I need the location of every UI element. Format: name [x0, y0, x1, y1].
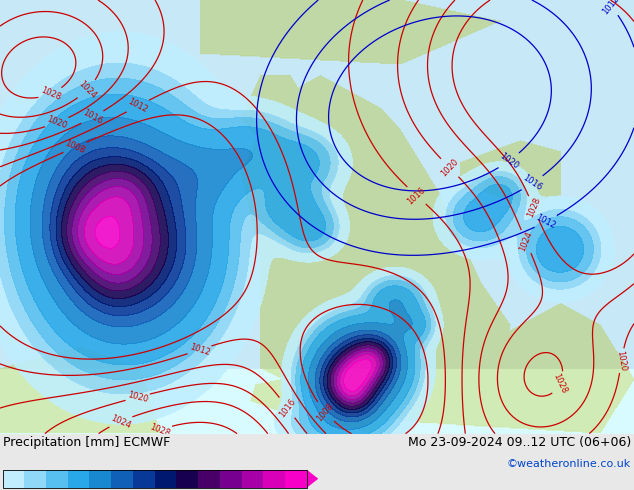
Text: 1020: 1020 — [439, 157, 460, 178]
Text: 1012: 1012 — [534, 213, 557, 230]
FancyBboxPatch shape — [176, 470, 198, 488]
Text: ©weatheronline.co.uk: ©weatheronline.co.uk — [507, 459, 631, 469]
Text: Mo 23-09-2024 09..12 UTC (06+06): Mo 23-09-2024 09..12 UTC (06+06) — [408, 437, 631, 449]
FancyBboxPatch shape — [89, 470, 111, 488]
FancyBboxPatch shape — [111, 470, 133, 488]
FancyBboxPatch shape — [198, 470, 220, 488]
FancyBboxPatch shape — [220, 470, 242, 488]
FancyBboxPatch shape — [155, 470, 176, 488]
FancyBboxPatch shape — [46, 470, 68, 488]
Text: 1020: 1020 — [126, 390, 149, 404]
Text: 1016: 1016 — [521, 173, 543, 193]
Text: Precipitation [mm] ECMWF: Precipitation [mm] ECMWF — [3, 437, 171, 449]
Text: 1016: 1016 — [81, 108, 104, 126]
Text: 1020: 1020 — [498, 151, 520, 171]
Text: 1016: 1016 — [406, 185, 427, 206]
FancyBboxPatch shape — [3, 470, 24, 488]
Text: 1012: 1012 — [188, 343, 211, 357]
Text: 1012: 1012 — [126, 97, 149, 115]
Text: 1024: 1024 — [77, 79, 98, 100]
Text: 1012: 1012 — [600, 0, 621, 16]
FancyBboxPatch shape — [242, 470, 263, 488]
Text: 1024: 1024 — [109, 413, 132, 430]
FancyBboxPatch shape — [68, 470, 89, 488]
Text: 1028: 1028 — [526, 196, 542, 219]
Text: 1024: 1024 — [518, 230, 534, 253]
FancyBboxPatch shape — [285, 470, 307, 488]
Text: 1008: 1008 — [315, 401, 335, 423]
Text: 1020: 1020 — [46, 115, 68, 130]
Text: 1028: 1028 — [39, 86, 62, 102]
Text: 1016: 1016 — [277, 396, 297, 419]
Text: 1020: 1020 — [616, 349, 628, 372]
Text: 1028: 1028 — [552, 372, 569, 395]
Polygon shape — [307, 470, 318, 488]
Text: 1008: 1008 — [63, 139, 86, 156]
FancyBboxPatch shape — [263, 470, 285, 488]
FancyBboxPatch shape — [24, 470, 46, 488]
FancyBboxPatch shape — [133, 470, 155, 488]
Text: 1028: 1028 — [148, 422, 171, 438]
